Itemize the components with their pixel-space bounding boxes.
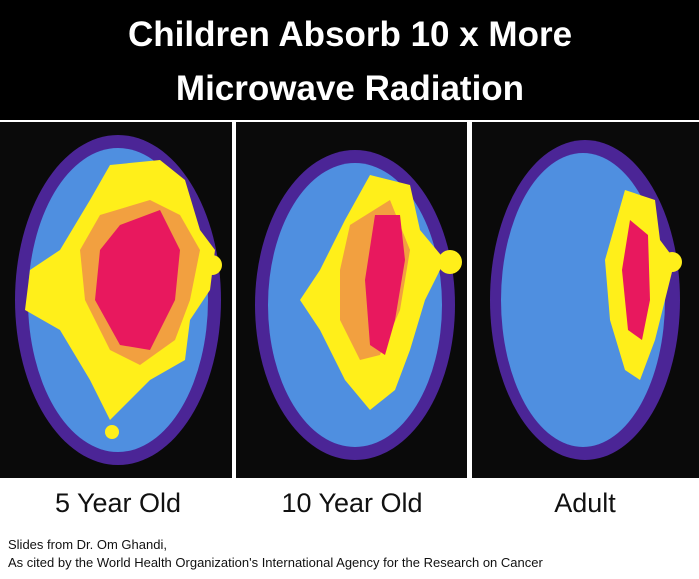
title-line: Children Absorb 10 x More bbox=[128, 15, 572, 54]
header-band bbox=[0, 0, 699, 120]
panel-label: 10 Year Old bbox=[281, 488, 422, 518]
scan-panel bbox=[0, 122, 232, 478]
panel-label: Adult bbox=[554, 488, 616, 518]
scan-panel bbox=[236, 122, 467, 478]
caption-line: As cited by the World Health Organizatio… bbox=[8, 555, 543, 570]
title-line: Microwave Radiation bbox=[176, 69, 524, 108]
caption-line: Slides from Dr. Om Ghandi, bbox=[8, 537, 167, 552]
panel-label: 5 Year Old bbox=[55, 488, 181, 518]
scan-panel bbox=[472, 122, 699, 478]
